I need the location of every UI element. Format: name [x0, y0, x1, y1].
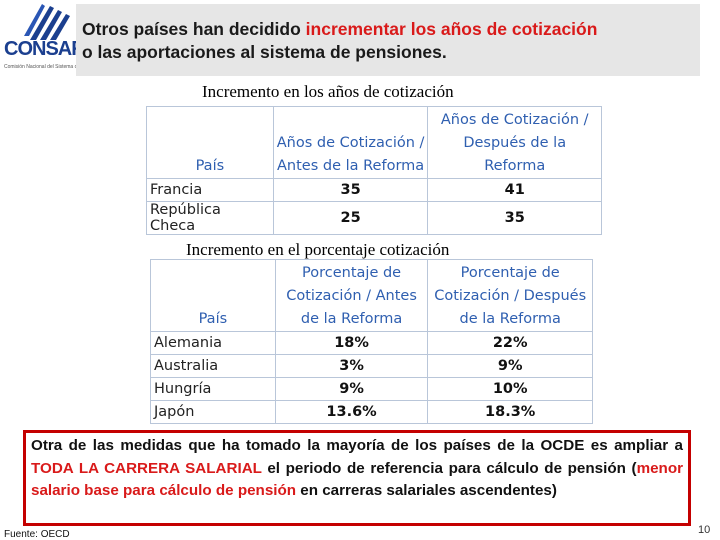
header-country: País — [146, 106, 274, 179]
before-cell: 3% — [274, 354, 429, 378]
country-cell: Japón — [150, 400, 276, 424]
header-before: Porcentaje de Cotización / Antes de la R… — [274, 259, 429, 332]
after-cell: 41 — [427, 178, 602, 202]
country-cell: Australia — [150, 354, 276, 378]
logo-wordmark: CONSAR — [4, 38, 86, 60]
title-band: Otros países han decidido incrementar lo… — [76, 4, 700, 76]
consar-logo: CONSAR Comisión Nacional del Sistema de … — [2, 2, 128, 78]
after-cell: 35 — [427, 201, 602, 235]
page-number: 10 — [698, 524, 711, 536]
header-after: Porcentaje de Cotización / Después de la… — [427, 259, 593, 332]
table-row: Alemania 18% 22% — [150, 331, 593, 355]
contribution-years-table: País Años de Cotización / Antes de la Re… — [146, 106, 602, 235]
country-cell: Francia — [146, 178, 274, 202]
contribution-rate-table: País Porcentaje de Cotización / Antes de… — [150, 259, 593, 424]
header-country: País — [150, 259, 276, 332]
table-row: República Checa 25 35 — [146, 201, 602, 235]
country-cell: Hungría — [150, 377, 276, 401]
table-row: Hungría 9% 10% — [150, 377, 593, 401]
logo-tagline: Comisión Nacional del Sistema de Ahorro … — [4, 64, 128, 70]
source-note: Fuente: OECD — [4, 529, 70, 540]
after-cell: 22% — [427, 331, 593, 355]
after-cell: 9% — [427, 354, 593, 378]
before-cell: 35 — [272, 178, 429, 202]
table1-caption: Incremento en los años de cotización — [202, 82, 454, 101]
table-row: Francia 35 41 — [146, 178, 602, 202]
country-cell: República Checa — [146, 201, 274, 235]
slide-title: Otros países han decidido incrementar lo… — [82, 19, 598, 62]
before-cell: 25 — [272, 201, 429, 235]
before-cell: 13.6% — [274, 400, 429, 424]
table-row: Japón 13.6% 18.3% — [150, 400, 593, 424]
country-cell: Alemania — [150, 331, 276, 355]
after-cell: 18.3% — [427, 400, 593, 424]
logo-swoosh-icon — [24, 4, 70, 40]
header-after: Años de Cotización / Después de la Refor… — [427, 106, 602, 179]
note-text: Otra de las medidas que ha tomado la may… — [31, 437, 684, 499]
after-cell: 10% — [427, 377, 593, 401]
before-cell: 9% — [274, 377, 429, 401]
note-box: Otra de las medidas que ha tomado la may… — [23, 430, 691, 526]
before-cell: 18% — [274, 331, 429, 355]
header-before: Años de Cotización / Antes de la Reforma — [272, 106, 429, 179]
table2-caption: Incremento en el porcentaje cotización — [186, 240, 450, 259]
table-row: Australia 3% 9% — [150, 354, 593, 378]
